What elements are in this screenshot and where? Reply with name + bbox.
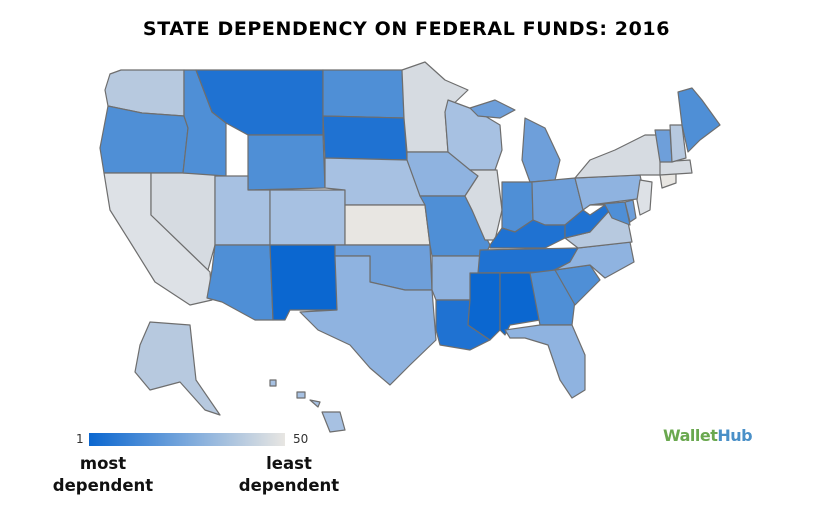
state-hi	[269, 379, 346, 433]
map-title: STATE DEPENDENCY ON FEDERAL FUNDS: 2016	[142, 18, 671, 40]
state-nm	[269, 244, 338, 321]
state-me	[677, 87, 721, 153]
brand-part1: Wallet	[663, 426, 718, 445]
state-de	[624, 199, 637, 223]
state-nd	[322, 69, 405, 119]
legend-max-label: 50	[293, 432, 309, 446]
state-wy	[247, 134, 326, 191]
state-sd	[322, 115, 408, 161]
brand-part2: Hub	[717, 426, 753, 445]
state-ky	[489, 219, 566, 249]
legend-color-scale	[89, 433, 285, 446]
state-ma	[659, 159, 693, 176]
state-az	[206, 244, 274, 321]
state-nh	[669, 124, 687, 163]
state-co	[269, 189, 346, 246]
state-ny	[574, 134, 663, 179]
state-ak	[134, 321, 221, 416]
state-ks	[344, 204, 431, 246]
state-md	[589, 201, 631, 226]
wallethub-logo: WalletHub	[663, 426, 753, 445]
state-il	[464, 169, 503, 241]
legend-least-caption: least dependent	[238, 454, 340, 495]
state-fl	[504, 324, 586, 399]
legend-most-caption: most dependent	[52, 454, 154, 495]
legend-min-label: 1	[76, 432, 84, 446]
state-tx	[299, 255, 437, 386]
state-or	[99, 105, 189, 174]
state-nj	[636, 179, 653, 216]
